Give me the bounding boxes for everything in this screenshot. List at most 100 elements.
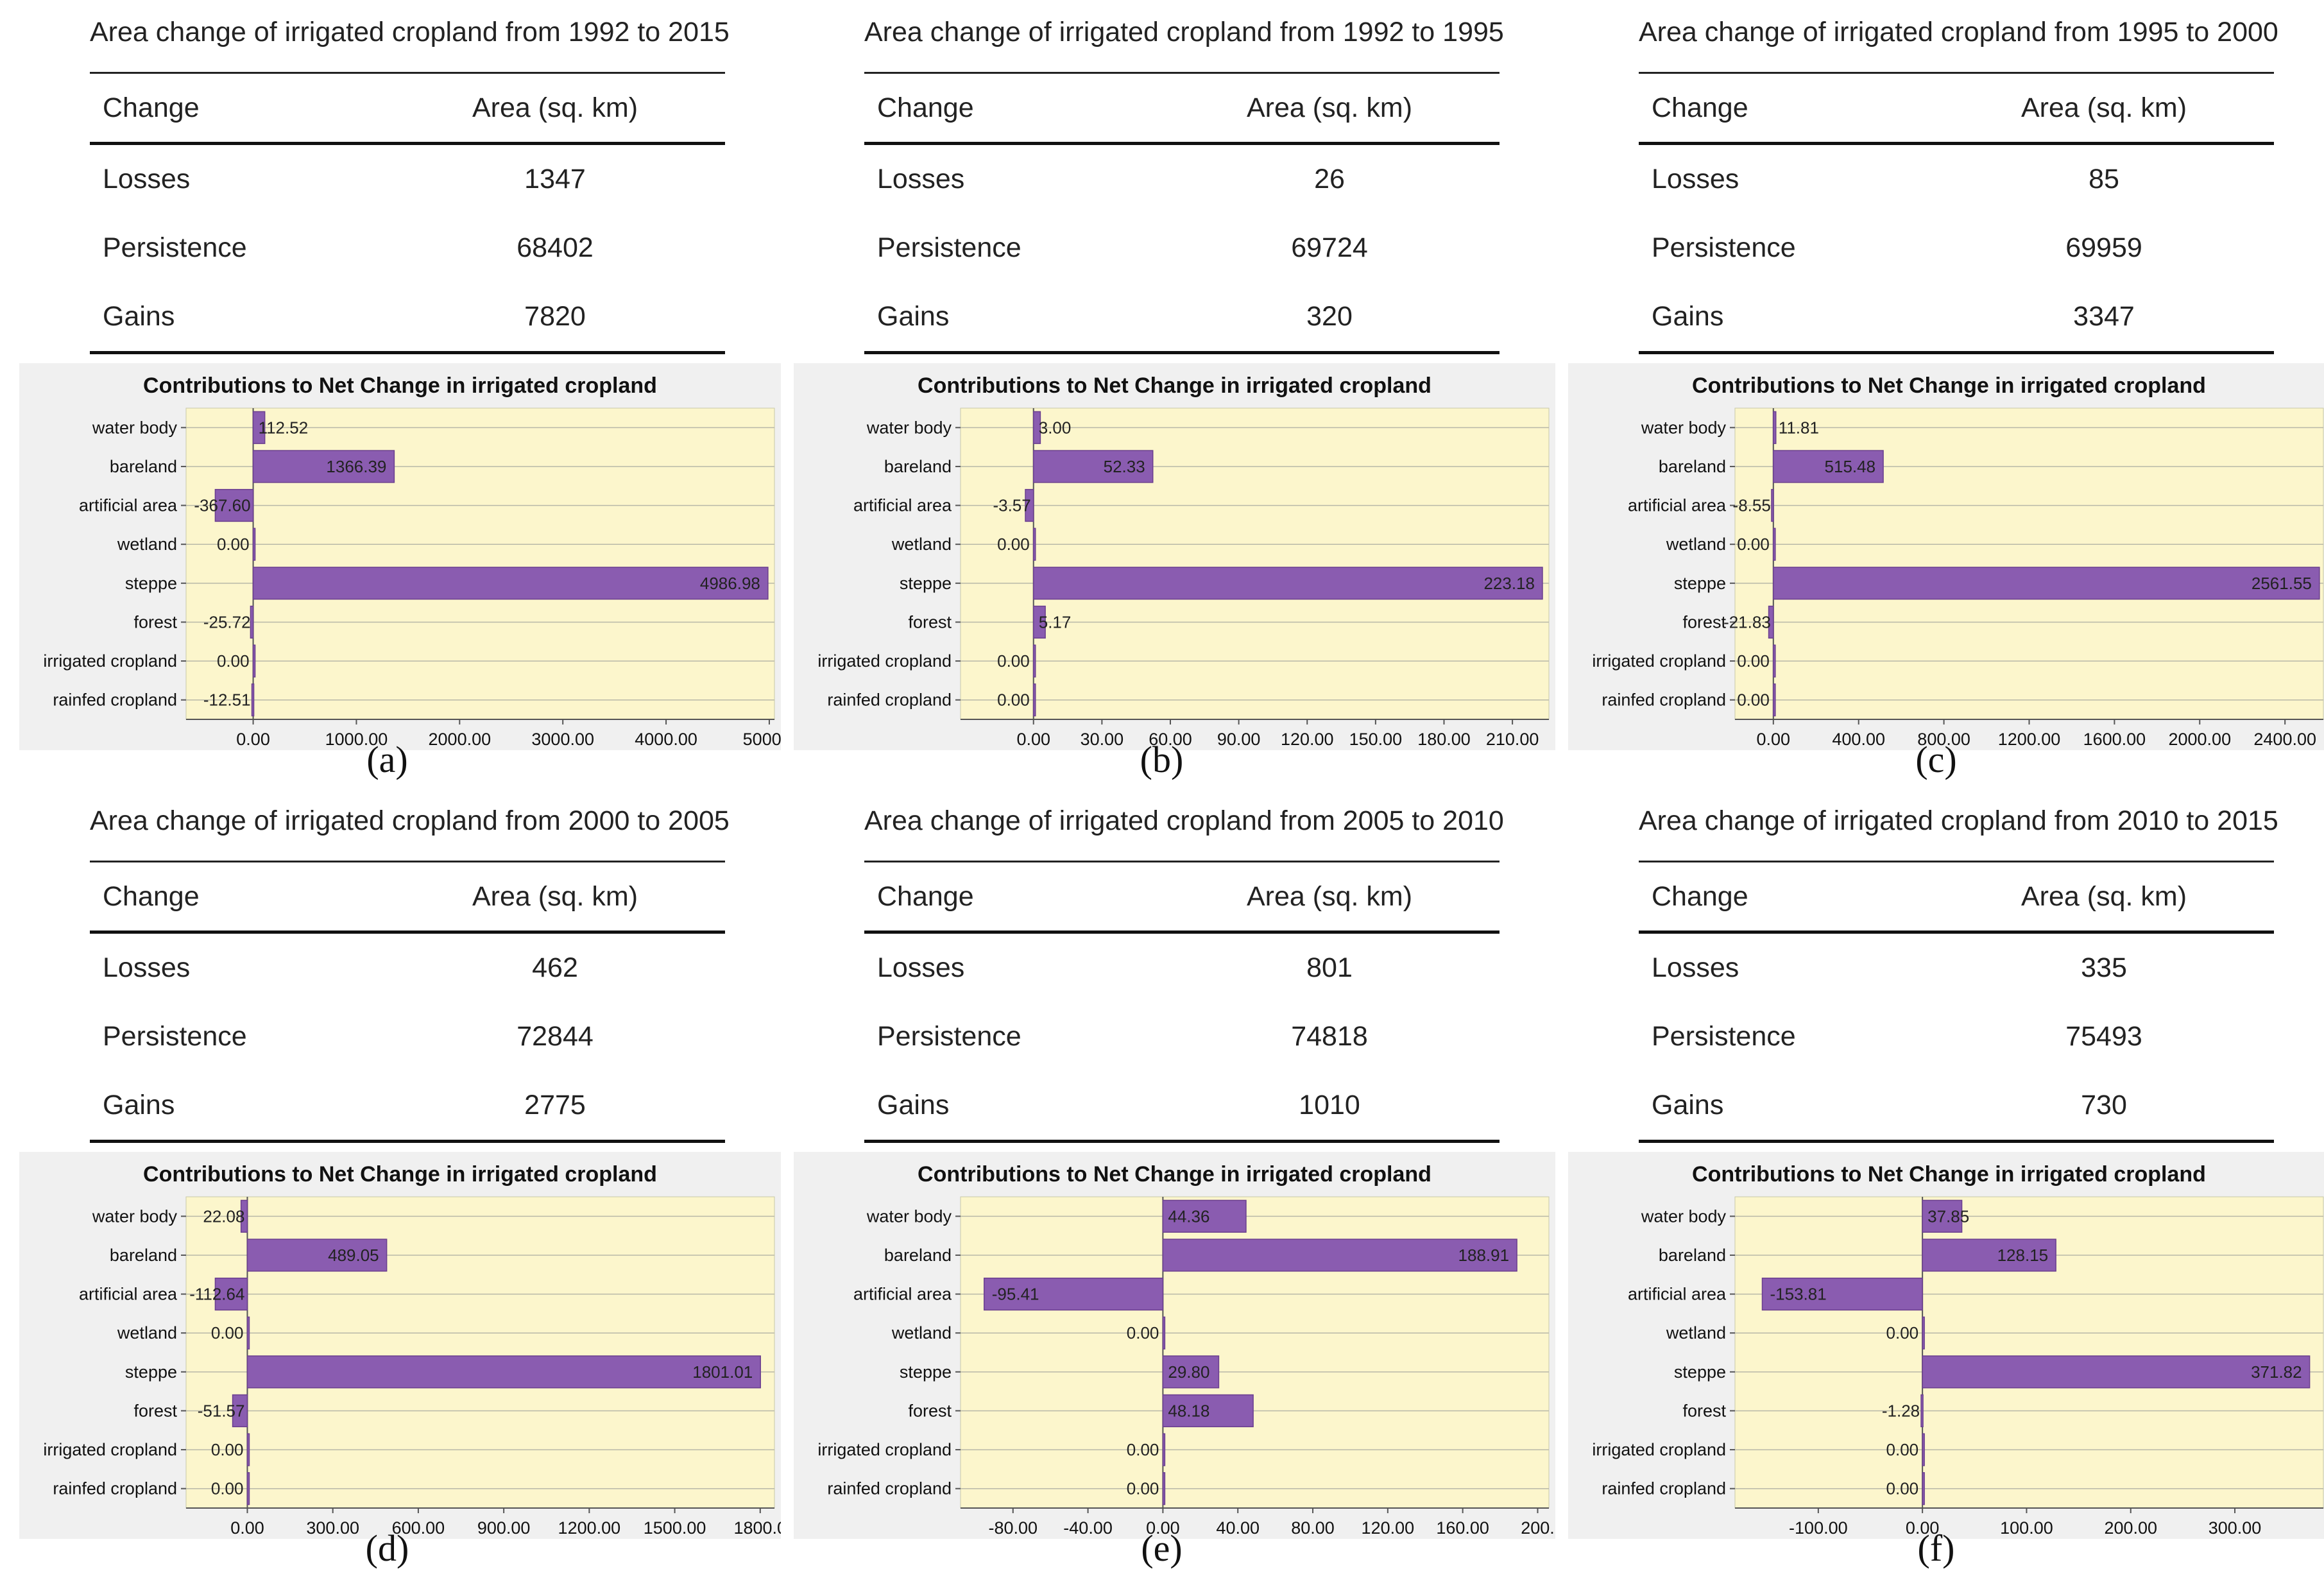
x-tick-label: -80.00 (988, 1518, 1038, 1538)
table-header-row: Change Area (sq. km) (864, 74, 1499, 142)
table-cell-change: Gains (877, 301, 950, 332)
table-header-area: Area (sq. km) (472, 92, 638, 123)
table-cell-area: 335 (2081, 952, 2127, 983)
value-label: 29.80 (1168, 1362, 1209, 1382)
chart-svg: Contributions to Net Change in irrigated… (1592, 1162, 2324, 1538)
category-label: bareland (110, 457, 177, 476)
bar-water-body (1773, 411, 1777, 444)
chart-title: Contributions to Net Change in irrigated… (918, 373, 1431, 398)
value-label: 1366.39 (326, 457, 386, 476)
x-tick-label: 0.00 (236, 730, 270, 749)
table-cell-area: 462 (532, 952, 578, 983)
bar-forest (232, 1394, 248, 1428)
x-tick-label: 1800.0 (733, 1518, 781, 1538)
x-tick-label: 200.00 (2104, 1518, 2157, 1538)
value-label: -1.28 (1882, 1401, 1920, 1420)
table-title: Area change of irrigated cropland from 2… (1639, 805, 2278, 836)
x-tick-label: -40.00 (1063, 1518, 1113, 1538)
chart-title: Contributions to Net Change in irrigated… (143, 373, 657, 398)
category-label: bareland (1659, 1246, 1726, 1265)
category-label: artificial area (79, 496, 178, 515)
bar-bareland (1922, 1239, 2056, 1272)
table-row: Persistence 69724 (864, 214, 1499, 282)
chart-svg: Contributions to Net Change in irrigated… (1592, 373, 2324, 749)
category-label: forest (908, 1401, 952, 1420)
chart-title: Contributions to Net Change in irrigated… (143, 1162, 657, 1187)
panel-caption: (a) (366, 739, 408, 780)
table-header-row: Change Area (sq. km) (1639, 74, 2274, 142)
category-label: rainfed cropland (827, 690, 952, 710)
value-label: -25.72 (203, 612, 251, 631)
x-tick-label: 0.00 (1906, 1518, 1940, 1538)
x-tick-label: 30.00 (1081, 730, 1124, 749)
x-tick-label: 600.00 (392, 1518, 445, 1538)
table-header-row: Change Area (sq. km) (1639, 862, 2274, 931)
x-tick-label: 160.00 (1436, 1518, 1489, 1538)
x-tick-label: 900.00 (477, 1518, 531, 1538)
category-label: forest (1682, 1401, 1726, 1420)
table-title: Area change of irrigated cropland from 2… (90, 805, 730, 836)
value-label: 0.00 (1886, 1479, 1919, 1498)
x-tick-label: 1200.00 (558, 1518, 621, 1538)
value-label: 44.36 (1168, 1206, 1209, 1226)
bar-wetland (246, 1316, 250, 1350)
bar-bareland (252, 450, 395, 483)
table-bottom-rule (90, 1140, 725, 1143)
table-row: Gains 730 (1639, 1071, 2274, 1140)
table-header-rule (1639, 142, 2274, 145)
value-label: 489.05 (328, 1246, 379, 1265)
table-row: Gains 3347 (1639, 282, 2274, 351)
category-label: water body (92, 1206, 178, 1226)
table-top-rule (1639, 72, 2274, 74)
bar-artificial-area (214, 1277, 248, 1311)
table-cell-change: Gains (103, 1090, 175, 1120)
table-header-rule (864, 142, 1499, 145)
value-label: 1801.01 (692, 1362, 753, 1382)
value-label: 0.00 (1886, 1323, 1919, 1342)
bar-rainfed-cropland (1773, 683, 1776, 717)
category-label: rainfed cropland (53, 690, 177, 710)
bar-forest (1920, 1394, 1924, 1428)
value-label: 0.00 (217, 535, 250, 554)
category-label: forest (908, 612, 952, 631)
plot-area (185, 407, 775, 720)
value-label: 5.17 (1039, 612, 1072, 631)
table-bottom-rule (1639, 351, 2274, 354)
x-tick-label: 60.00 (1149, 730, 1192, 749)
chart-svg: Contributions to Net Change in irrigated… (817, 373, 1550, 749)
table-row: Persistence 69959 (1639, 214, 2274, 282)
value-label: 48.18 (1168, 1401, 1209, 1420)
table-row: Gains 320 (864, 282, 1499, 351)
value-label: 37.85 (1927, 1206, 1969, 1226)
x-tick-label: 120.00 (1362, 1518, 1415, 1538)
x-tick-label: 4000.00 (635, 730, 697, 749)
x-tick-label: 150.00 (1349, 730, 1403, 749)
bar-steppe (1922, 1355, 2311, 1389)
table-top-rule (90, 72, 725, 74)
x-tick-label: 80.00 (1291, 1518, 1335, 1538)
table-cell-change: Gains (1652, 1090, 1724, 1120)
table-cell-area: 69724 (1291, 232, 1368, 263)
panel-f: Area change of irrigated cropland from 2… (1549, 789, 2324, 1577)
x-tick-label: 120.00 (1281, 730, 1334, 749)
table-row: Persistence 74818 (864, 1002, 1499, 1071)
table-cell-area: 85 (2089, 164, 2119, 194)
category-label: wetland (1666, 535, 1726, 554)
category-label: steppe (1674, 574, 1726, 593)
panel-caption: (b) (1140, 739, 1184, 780)
table-header-change: Change (877, 92, 974, 123)
panel-caption: (d) (365, 1527, 409, 1569)
bar-rainfed-cropland (251, 683, 255, 717)
value-label: -51.57 (198, 1401, 245, 1420)
chart-svg: Contributions to Net Change in irrigated… (43, 1162, 781, 1538)
panel-caption: (f) (1917, 1527, 1955, 1569)
x-tick-label: -100.00 (1789, 1518, 1848, 1538)
bar-rainfed-cropland (1032, 683, 1036, 717)
chart-svg: Contributions to Net Change in irrigated… (817, 1162, 1554, 1538)
table-title: Area change of irrigated cropland from 1… (1639, 17, 2278, 47)
table-header-change: Change (1652, 92, 1748, 123)
value-label: 0.00 (217, 651, 250, 671)
table-row: Losses 85 (1639, 145, 2274, 214)
value-label: 0.00 (211, 1323, 244, 1342)
table-cell-change: Persistence (1652, 1021, 1796, 1052)
